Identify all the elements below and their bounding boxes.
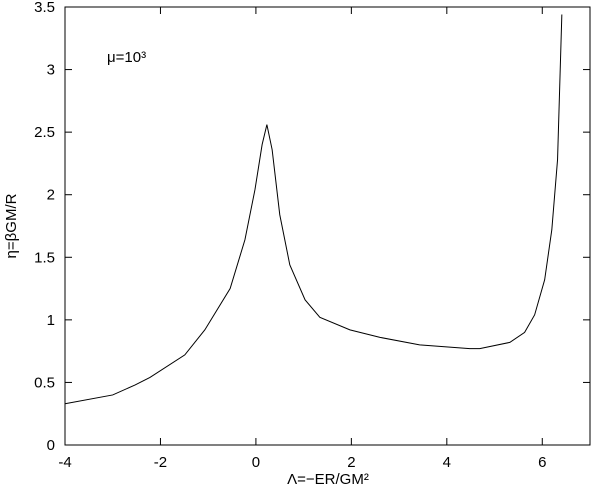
y-tick-label: 1 (47, 312, 55, 329)
x-tick-label: 2 (347, 454, 355, 471)
y-tick-label: 0.5 (34, 374, 55, 391)
x-tick-label: -2 (154, 454, 167, 471)
x-axis-label: Λ=−ER/GM² (287, 471, 369, 488)
x-tick-label: 4 (443, 454, 451, 471)
plot-frame (64, 6, 591, 446)
y-tick-label: 3 (47, 62, 55, 79)
x-tick-label: -4 (58, 454, 71, 471)
y-tick-label: 2.5 (34, 124, 55, 141)
x-tick-label: 0 (252, 454, 260, 471)
y-tick-label: 1.5 (34, 249, 55, 266)
y-tick-label: 3.5 (34, 0, 55, 16)
annotation: μ=10³ (107, 49, 146, 66)
y-tick-label: 2 (47, 187, 55, 204)
y-tick-label: 0 (47, 437, 55, 454)
y-axis-label: η=βGM/R (3, 193, 20, 258)
line (64, 14, 563, 405)
x-tick-label: 6 (538, 454, 546, 471)
